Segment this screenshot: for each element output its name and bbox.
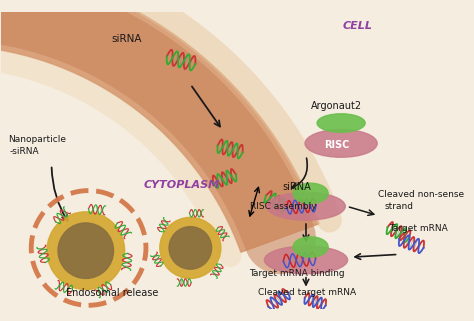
Ellipse shape (267, 192, 345, 220)
Text: RISC assembly: RISC assembly (250, 202, 317, 211)
Circle shape (160, 217, 221, 278)
Ellipse shape (305, 129, 377, 157)
Ellipse shape (317, 114, 365, 132)
Text: Argonaut2: Argonaut2 (310, 101, 362, 111)
Text: Target mRNA: Target mRNA (389, 224, 448, 233)
Ellipse shape (293, 183, 328, 204)
Ellipse shape (293, 237, 328, 257)
Polygon shape (0, 0, 319, 252)
Text: CYTOPLASM: CYTOPLASM (144, 180, 220, 190)
Text: siRNA: siRNA (283, 182, 311, 192)
Ellipse shape (264, 246, 347, 274)
Text: Endosomal release: Endosomal release (65, 288, 158, 298)
Text: RISC: RISC (325, 140, 350, 150)
Circle shape (58, 223, 114, 278)
Text: Target mRNA binding: Target mRNA binding (249, 269, 344, 278)
Text: siRNA: siRNA (112, 34, 142, 44)
Text: CELL: CELL (343, 21, 373, 31)
Text: strand: strand (384, 202, 414, 211)
Text: -siRNA: -siRNA (10, 147, 39, 156)
Circle shape (169, 227, 211, 269)
Text: Cleaved non-sense: Cleaved non-sense (378, 190, 464, 199)
Text: Cleaved target mRNA: Cleaved target mRNA (258, 288, 356, 297)
Text: Nanoparticle: Nanoparticle (8, 134, 66, 143)
Circle shape (47, 212, 125, 290)
